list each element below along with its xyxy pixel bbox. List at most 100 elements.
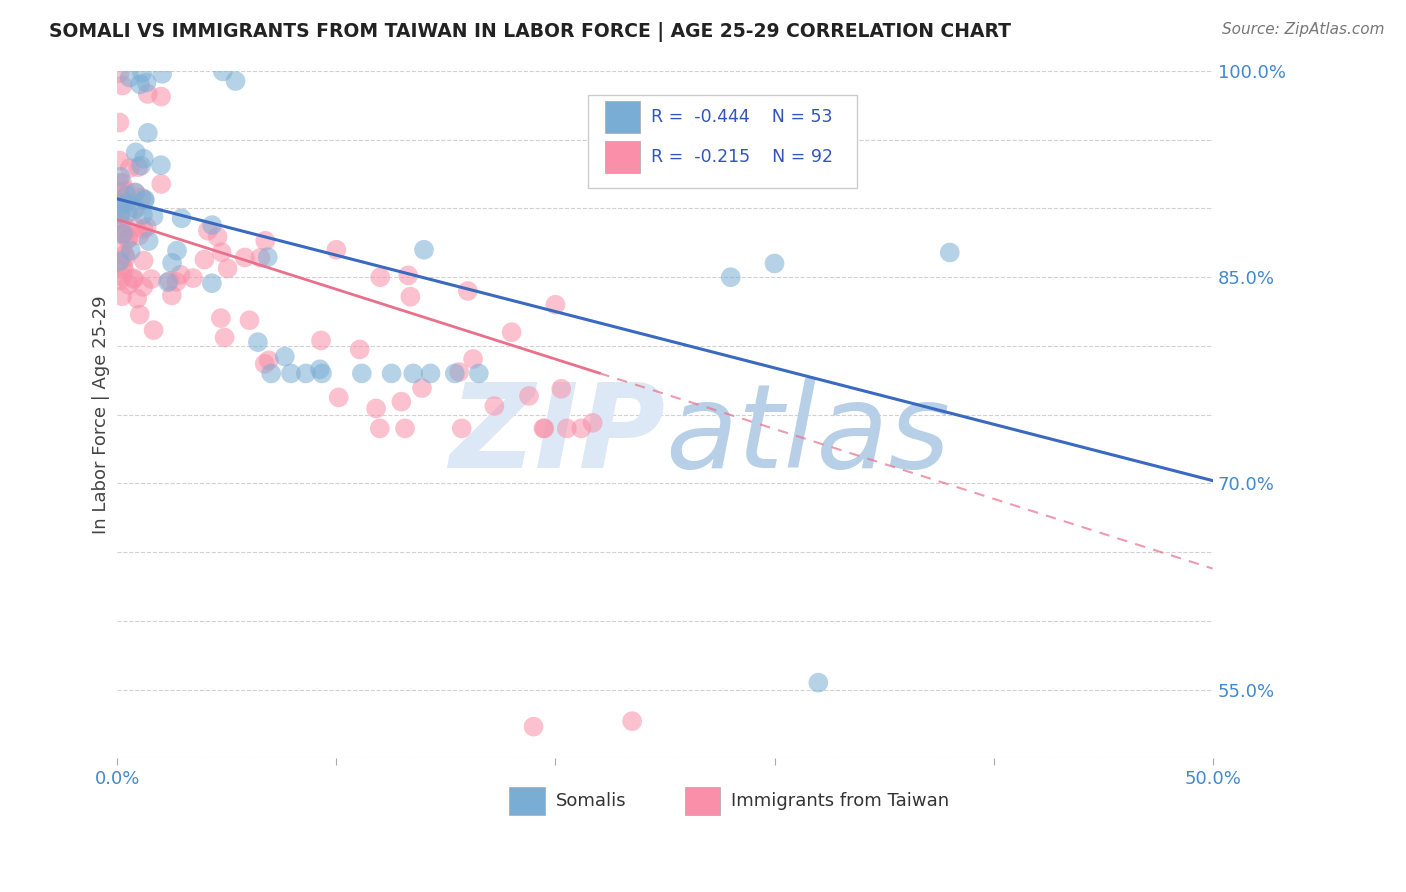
FancyBboxPatch shape	[605, 101, 640, 133]
Point	[939, 245, 962, 260]
Point	[461, 351, 484, 366]
Point	[110, 169, 132, 184]
Point	[253, 357, 276, 371]
Point	[136, 87, 159, 101]
Point	[217, 261, 239, 276]
Point	[402, 367, 425, 381]
Point	[257, 353, 280, 368]
Point	[117, 232, 139, 246]
Point	[166, 244, 188, 258]
Point	[325, 243, 347, 257]
Point	[160, 256, 183, 270]
Point	[111, 176, 134, 190]
Point	[122, 272, 145, 286]
Point	[450, 421, 472, 435]
Point	[350, 367, 373, 381]
Point	[569, 421, 592, 435]
Point	[233, 251, 256, 265]
Point	[328, 391, 350, 405]
Point	[349, 343, 371, 357]
Point	[132, 222, 155, 236]
Point	[807, 675, 830, 690]
Point	[468, 367, 491, 381]
Point	[114, 227, 136, 241]
Point	[260, 367, 283, 381]
Point	[201, 218, 224, 232]
Y-axis label: In Labor Force | Age 25-29: In Labor Force | Age 25-29	[93, 295, 110, 534]
Point	[108, 200, 131, 214]
Point	[115, 195, 138, 210]
Point	[555, 421, 578, 435]
Point	[112, 219, 135, 233]
Point	[115, 188, 138, 202]
Point	[254, 234, 277, 248]
Point	[135, 219, 157, 234]
Point	[368, 270, 391, 285]
Point	[132, 152, 155, 166]
Text: R =  -0.444    N = 53: R = -0.444 N = 53	[651, 108, 832, 126]
Point	[256, 250, 278, 264]
Point	[114, 251, 136, 265]
Text: SOMALI VS IMMIGRANTS FROM TAIWAN IN LABOR FORCE | AGE 25-29 CORRELATION CHART: SOMALI VS IMMIGRANTS FROM TAIWAN IN LABO…	[49, 22, 1011, 42]
Point	[110, 227, 132, 242]
Point	[132, 208, 155, 222]
Point	[111, 242, 134, 256]
Point	[368, 421, 391, 435]
Point	[364, 401, 387, 416]
Text: ZIP: ZIP	[449, 378, 665, 492]
Point	[110, 207, 132, 221]
Point	[311, 367, 333, 381]
Point	[274, 350, 297, 364]
Point	[211, 245, 233, 260]
Point	[128, 228, 150, 243]
Point	[389, 394, 412, 409]
Point	[118, 277, 141, 292]
Text: atlas: atlas	[665, 378, 950, 492]
Point	[112, 262, 135, 277]
Point	[108, 274, 131, 288]
Point	[413, 243, 436, 257]
Point	[138, 234, 160, 248]
Point	[156, 275, 179, 289]
Point	[394, 421, 416, 435]
FancyBboxPatch shape	[605, 141, 640, 173]
Point	[108, 210, 131, 224]
Point	[141, 272, 163, 286]
Point	[114, 247, 136, 261]
Point	[108, 254, 131, 268]
Point	[181, 271, 204, 285]
Point	[295, 367, 318, 381]
Point	[136, 126, 159, 140]
Point	[170, 211, 193, 226]
Point	[214, 330, 236, 344]
Point	[169, 268, 191, 282]
Point	[108, 212, 131, 227]
Point	[120, 244, 142, 258]
Point	[129, 78, 152, 92]
Point	[108, 176, 131, 190]
Point	[280, 367, 302, 381]
Point	[112, 197, 135, 211]
Point	[309, 334, 332, 348]
Point	[135, 75, 157, 89]
Text: Somalis: Somalis	[555, 792, 626, 810]
Point	[544, 298, 567, 312]
Point	[127, 292, 149, 306]
Text: Immigrants from Taiwan: Immigrants from Taiwan	[731, 792, 949, 810]
Point	[246, 335, 269, 350]
Point	[124, 186, 146, 200]
Point	[118, 70, 141, 85]
Point	[124, 202, 146, 216]
Point	[108, 185, 131, 199]
Point	[150, 177, 173, 191]
Point	[238, 313, 260, 327]
Point	[308, 362, 330, 376]
Point	[132, 280, 155, 294]
Point	[763, 256, 786, 270]
Point	[207, 229, 229, 244]
Point	[212, 64, 235, 78]
Point	[522, 720, 544, 734]
Point	[484, 399, 506, 413]
Point	[108, 194, 131, 208]
Point	[118, 161, 141, 175]
